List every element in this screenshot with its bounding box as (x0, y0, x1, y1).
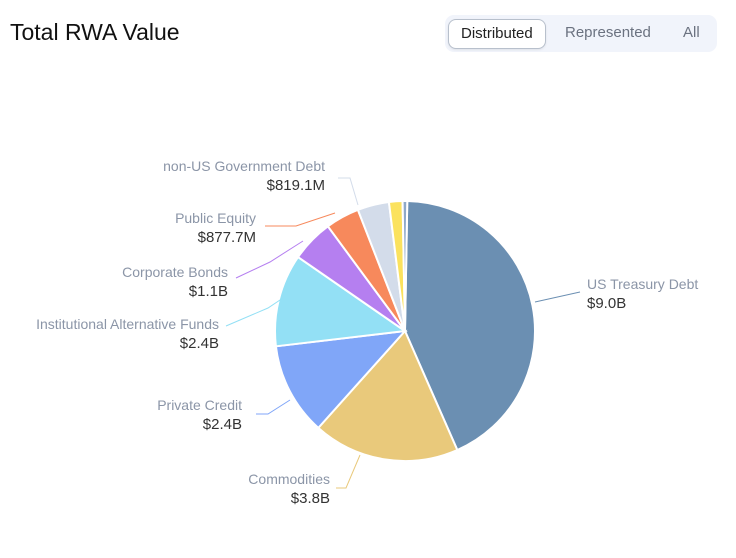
tab-represented[interactable]: Represented (565, 24, 651, 41)
leader-line (235, 240, 304, 279)
leader-line (265, 212, 336, 227)
tab-distributed[interactable]: Distributed (448, 19, 546, 49)
pie-slice[interactable] (316, 329, 459, 462)
slice-value: $3.8B (290, 490, 330, 507)
slice-label: Public Equity (175, 210, 256, 226)
pie-slice[interactable] (274, 255, 408, 348)
leader-line (336, 454, 361, 489)
slice-value: $2.4B (202, 416, 242, 433)
slice-label: Corporate Bonds (122, 264, 228, 280)
slice-label: non-US Government Debt (163, 158, 325, 174)
pie-slice[interactable] (403, 200, 536, 452)
leader-line (338, 177, 359, 206)
pie-slice[interactable] (274, 329, 408, 430)
slice-label: Commodities (248, 471, 330, 487)
slice-value: $9.0B (587, 295, 627, 312)
leader-line (256, 399, 291, 415)
slice-label: Private Credit (157, 397, 242, 413)
slice-label: Institutional Alternative Funds (36, 316, 219, 332)
tab-all[interactable]: All (683, 24, 700, 41)
pie-slice[interactable] (401, 200, 409, 332)
view-tabs: Distributed Represented All (445, 15, 717, 52)
slice-value: $1.1B (188, 283, 228, 300)
slice-value: $819.1M (266, 177, 325, 194)
leader-line (534, 291, 581, 303)
slice-value: $877.7M (197, 229, 256, 246)
chart-title: Total RWA Value (10, 19, 180, 45)
slice-label: US Treasury Debt (587, 276, 699, 292)
leader-line (225, 297, 284, 327)
slice-value: $2.4B (179, 335, 219, 352)
